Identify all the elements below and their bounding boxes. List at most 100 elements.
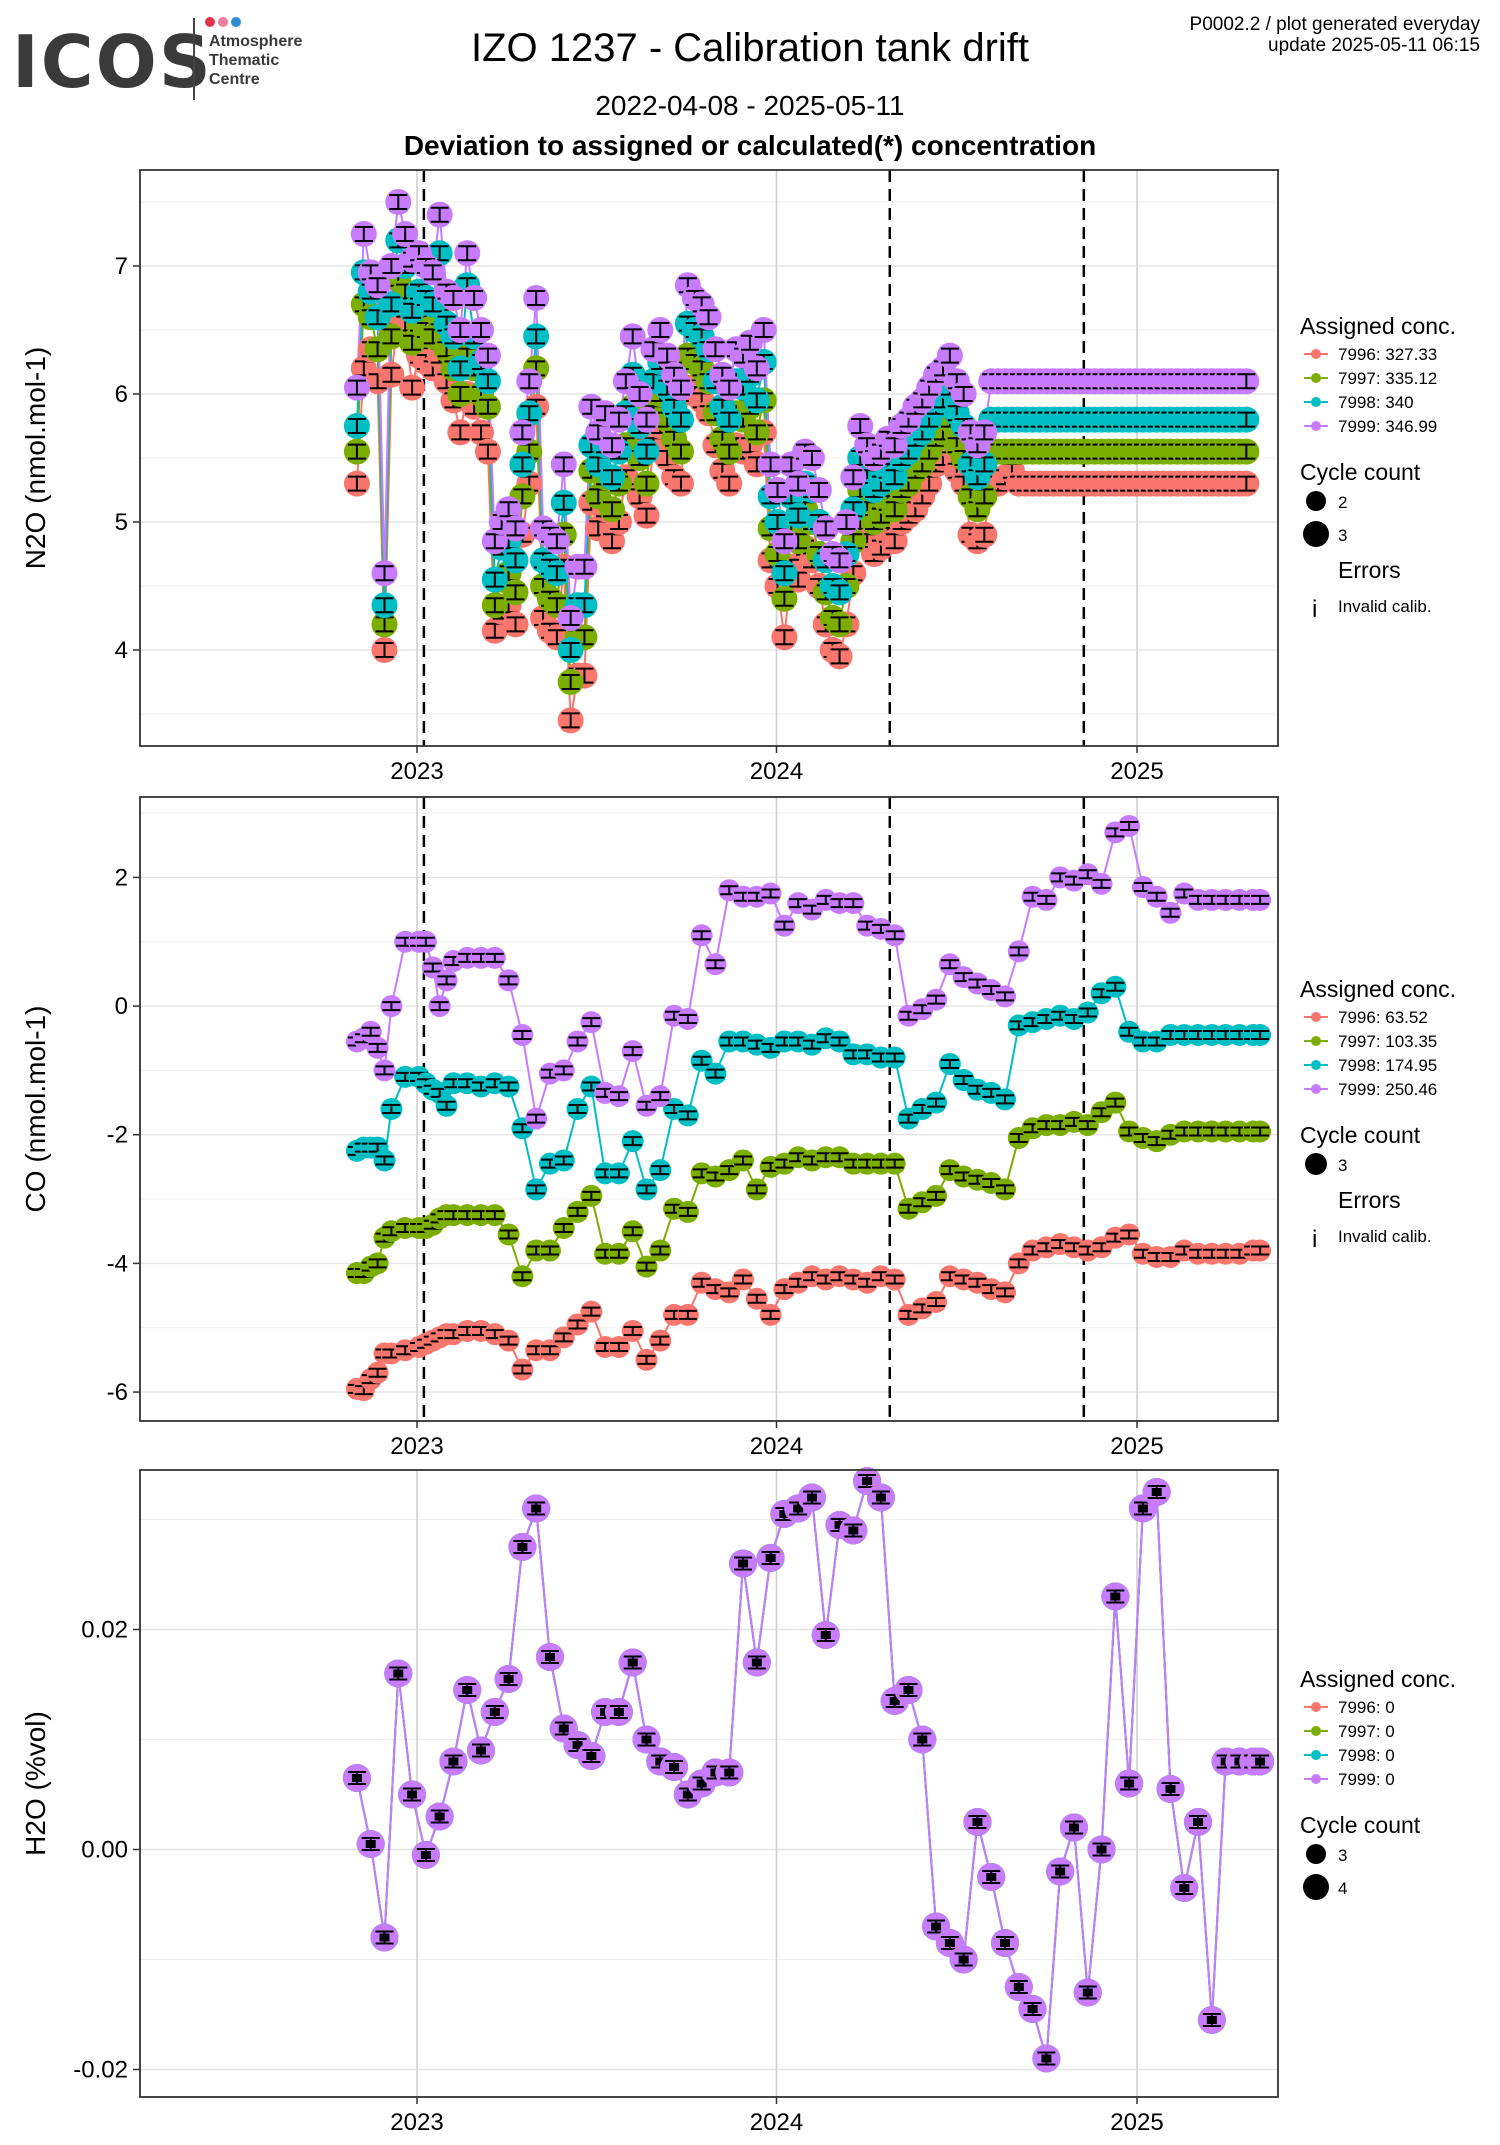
error-marker bbox=[1165, 1785, 1176, 1793]
error-marker bbox=[407, 1790, 418, 1799]
legend-cycle-dot bbox=[1305, 1153, 1327, 1175]
series-line-7997 bbox=[355, 1478, 1261, 2059]
legend-entry: 7997: 103.35 bbox=[1338, 1032, 1437, 1051]
logo-dot-blue bbox=[231, 17, 241, 27]
error-marker bbox=[613, 1708, 624, 1716]
logo-dot-pink bbox=[218, 17, 228, 27]
icos-logo: ICOS bbox=[12, 20, 213, 104]
error-marker bbox=[462, 1686, 473, 1694]
x-tick-label: 2025 bbox=[1110, 758, 1163, 785]
legend-title: Cycle count bbox=[1300, 1122, 1421, 1148]
y-tick-label: -6 bbox=[107, 1379, 128, 1406]
legend-cycle-dot bbox=[1306, 1844, 1326, 1864]
legend-entry: 7998: 0 bbox=[1338, 1746, 1395, 1765]
legend-swatch-point bbox=[1311, 421, 1321, 431]
y-tick-label: -2 bbox=[107, 1122, 128, 1149]
error-marker bbox=[972, 1818, 983, 1826]
series-line-7996 bbox=[355, 1478, 1261, 2059]
error-marker bbox=[806, 1493, 817, 1502]
x-tick-label: 2024 bbox=[750, 1433, 803, 1460]
error-marker bbox=[682, 1790, 693, 1799]
legend-entry: 7996: 0 bbox=[1338, 1698, 1395, 1717]
legend-swatch-point bbox=[1311, 349, 1321, 359]
error-marker bbox=[544, 1653, 555, 1661]
error-marker bbox=[1082, 1988, 1093, 1997]
logo-line-2: Thematic bbox=[209, 52, 280, 69]
error-marker bbox=[669, 1763, 680, 1771]
error-marker bbox=[1041, 2054, 1052, 2063]
error-marker bbox=[476, 1746, 487, 1755]
legend-title: Errors bbox=[1338, 557, 1401, 583]
error-marker bbox=[917, 1735, 928, 1744]
legend-title: Errors bbox=[1338, 1187, 1401, 1213]
panel-border bbox=[139, 796, 1279, 1422]
x-tick-label: 2025 bbox=[1110, 2109, 1163, 2136]
y-tick-label: 5 bbox=[115, 509, 128, 536]
legend-swatch-point bbox=[1311, 397, 1321, 407]
legend-entry: Invalid calib. bbox=[1338, 597, 1432, 616]
error-marker bbox=[1055, 1867, 1066, 1876]
legend-entry: 3 bbox=[1338, 1846, 1347, 1865]
error-marker bbox=[641, 1735, 652, 1744]
panel-heading: Deviation to assigned or calculated(*) c… bbox=[403, 130, 1097, 161]
legend-swatch-point bbox=[1311, 1084, 1321, 1094]
legend-error-glyph: i bbox=[1312, 596, 1317, 623]
logo-line-3: Centre bbox=[209, 71, 260, 88]
error-marker bbox=[1137, 1504, 1148, 1513]
error-marker bbox=[558, 1724, 569, 1733]
error-marker bbox=[586, 1752, 597, 1760]
logo-dots bbox=[205, 14, 244, 32]
chart-panel-co: 2023 2024 2025 -6 -4 -2 0 2 CO (nmol.mol-1) Assig… bbox=[20, 796, 1456, 1460]
error-marker bbox=[627, 1658, 638, 1667]
logo-dot-red bbox=[205, 17, 215, 27]
logo-divider bbox=[193, 18, 195, 100]
generation-info: P0002.2 / plot generated everyday update… bbox=[1190, 14, 1480, 56]
legend-swatch-point bbox=[1311, 1060, 1321, 1070]
error-marker bbox=[1193, 1818, 1204, 1826]
legend-entry: 7997: 335.12 bbox=[1338, 369, 1437, 388]
error-marker bbox=[1068, 1823, 1079, 1832]
legend-entry: 7997: 0 bbox=[1338, 1722, 1395, 1741]
panel-border bbox=[139, 169, 1279, 747]
y-tick-label: 2 bbox=[115, 864, 128, 891]
error-marker bbox=[572, 1741, 583, 1749]
error-marker bbox=[517, 1543, 528, 1551]
legend-co: Assigned conc. 7996: 63.52 7997: 103.35 799… bbox=[1300, 976, 1456, 1253]
legend-swatch-point bbox=[1311, 1750, 1321, 1760]
error-marker bbox=[724, 1768, 735, 1777]
error-marker bbox=[765, 1554, 776, 1562]
error-marker bbox=[944, 1939, 955, 1947]
error-marker bbox=[1013, 1983, 1024, 1991]
error-marker bbox=[655, 1757, 666, 1766]
error-marker bbox=[696, 1779, 707, 1788]
meta-line-1: P0002.2 / plot generated everyday bbox=[1189, 14, 1480, 35]
page-header: ICOS Atmosphere Thematic Centre IZO 1237… bbox=[0, 0, 1500, 161]
error-marker bbox=[862, 1477, 873, 1485]
error-marker bbox=[351, 1774, 362, 1782]
error-marker bbox=[1000, 1939, 1011, 1947]
legend-entry: 3 bbox=[1338, 526, 1347, 545]
error-marker bbox=[1151, 1488, 1162, 1496]
y-tick-label: -4 bbox=[107, 1250, 128, 1277]
error-marker bbox=[986, 1873, 997, 1881]
page-title: IZO 1237 - Calibration tank drift bbox=[470, 26, 1030, 70]
y-axis-label: N2O (nmol.mol-1) bbox=[20, 347, 51, 569]
chart-panel-h2o: 2023 2024 2025 -0.02 0.00 0.02 H2O (%vol) Assig… bbox=[20, 1467, 1456, 2136]
legend-entry: 7999: 0 bbox=[1338, 1770, 1395, 1789]
error-marker bbox=[848, 1526, 859, 1535]
error-marker bbox=[489, 1708, 500, 1716]
error-marker bbox=[738, 1559, 749, 1568]
error-marker bbox=[958, 1955, 969, 1964]
legend-cycle-dot bbox=[1306, 491, 1326, 511]
legend-swatch-point bbox=[1311, 1036, 1321, 1046]
y-tick-label: 0.00 bbox=[81, 1837, 128, 1864]
date-range: 2022-04-08 - 2025-05-11 bbox=[595, 90, 905, 121]
x-tick-label: 2025 bbox=[1110, 1433, 1163, 1460]
legend-entry: 2 bbox=[1338, 493, 1347, 512]
error-marker bbox=[889, 1697, 900, 1705]
legend-entry: 7999: 346.99 bbox=[1338, 417, 1437, 436]
logo-subtitle: Atmosphere Thematic Centre bbox=[209, 32, 302, 89]
legend-swatch-point bbox=[1311, 1012, 1321, 1022]
error-marker bbox=[365, 1840, 376, 1848]
